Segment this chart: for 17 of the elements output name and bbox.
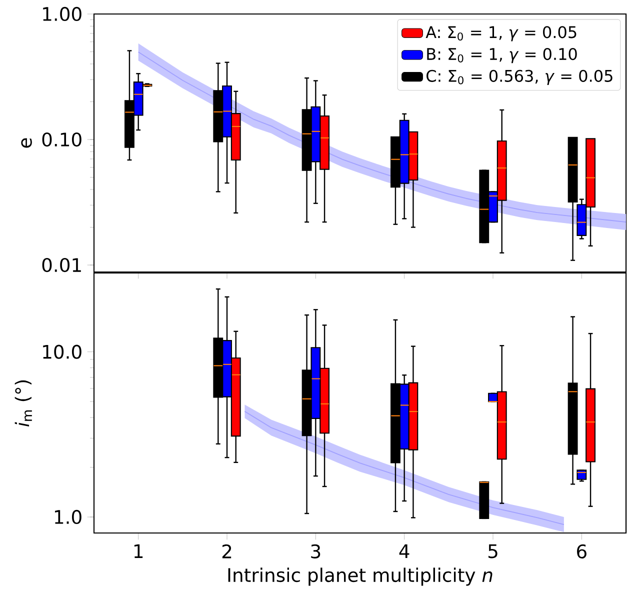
- x-tick-label: 3: [311, 544, 320, 558]
- x-tick-label: 2: [222, 544, 232, 558]
- x-axis-title: Intrinsic planet multiplicity n: [228, 568, 492, 586]
- x-tick-label: 5: [488, 544, 498, 558]
- y-tick-label: 0.01: [42, 258, 81, 272]
- y-tick-label: 10.0: [43, 344, 82, 359]
- y-tick-label: 1.00: [43, 6, 82, 22]
- y-tick-label: 0.10: [42, 132, 82, 147]
- x-tick-label: 4: [399, 544, 410, 558]
- legend-label: C: Σ$_{0}$ = 0.563, γ = 0.05: [426, 70, 612, 86]
- legend-label: A: Σ$_{0}$ = 1, γ = 0.05: [426, 26, 576, 42]
- y-axis-title: i$_{m}$ (°): [14, 380, 32, 427]
- y-axis-title: e: [21, 138, 32, 148]
- legend-label: B: Σ$_{0}$ = 1, γ = 0.10: [427, 48, 577, 64]
- x-tick-label: 1: [134, 544, 143, 558]
- y-tick-label: 1.0: [54, 510, 82, 524]
- x-tick-label: 6: [577, 544, 586, 558]
